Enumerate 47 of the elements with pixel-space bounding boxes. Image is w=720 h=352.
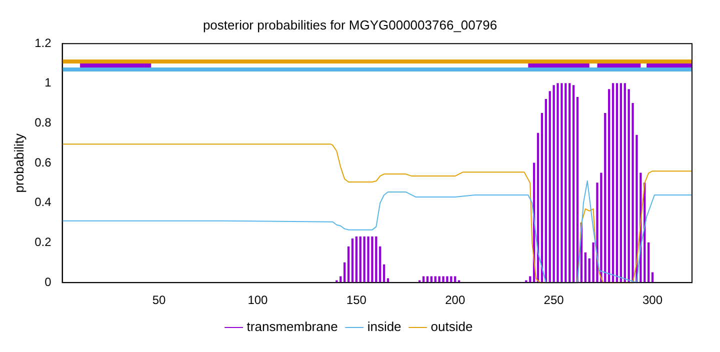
x-tick-label: 200 [445,293,466,308]
y-tick-label: 0 [44,274,52,289]
chart-title: posterior probabilities for MGYG000003766_00796 [202,17,498,32]
legend-label: outside [430,319,473,334]
x-tick-label: 250 [544,293,564,308]
bar [355,236,358,283]
x-tick-label: 100 [248,293,268,308]
y-tick-label: 0.6 [34,155,52,170]
bar [584,252,586,283]
x-tick-label: 150 [346,293,367,308]
y-tick-label: 0.8 [34,116,52,130]
bar [446,276,448,283]
x-tick-label: 300 [642,293,663,308]
y-tick-label: 0.2 [34,235,52,250]
legend-label: inside [367,319,402,334]
x-tick-label: 50 [152,293,166,308]
bar [647,242,650,283]
bar [351,238,354,283]
bar [604,112,606,283]
bar [379,246,382,283]
bar [544,99,547,283]
bar [371,236,374,283]
bar [608,89,610,283]
legend-label: transmembrane [246,319,338,334]
bar [612,83,614,283]
bar [540,112,544,283]
y-axis-title: probability [11,132,26,193]
y-tick-label: 0.4 [34,195,52,210]
bar [375,236,378,283]
bar [363,236,366,283]
bar [616,83,618,283]
bar [628,89,630,283]
bar [359,236,362,283]
bar [572,85,575,283]
bar [552,85,555,283]
bar [438,276,440,283]
y-tick-label: 1.2 [34,36,52,50]
bar [442,276,444,283]
bar [568,83,571,283]
bar [367,236,370,283]
bar [620,83,622,283]
bar [556,83,559,283]
y-tick-label: 1 [44,76,52,90]
bar [347,246,350,283]
bar [624,83,626,283]
bar [560,83,563,283]
bar [564,83,567,283]
